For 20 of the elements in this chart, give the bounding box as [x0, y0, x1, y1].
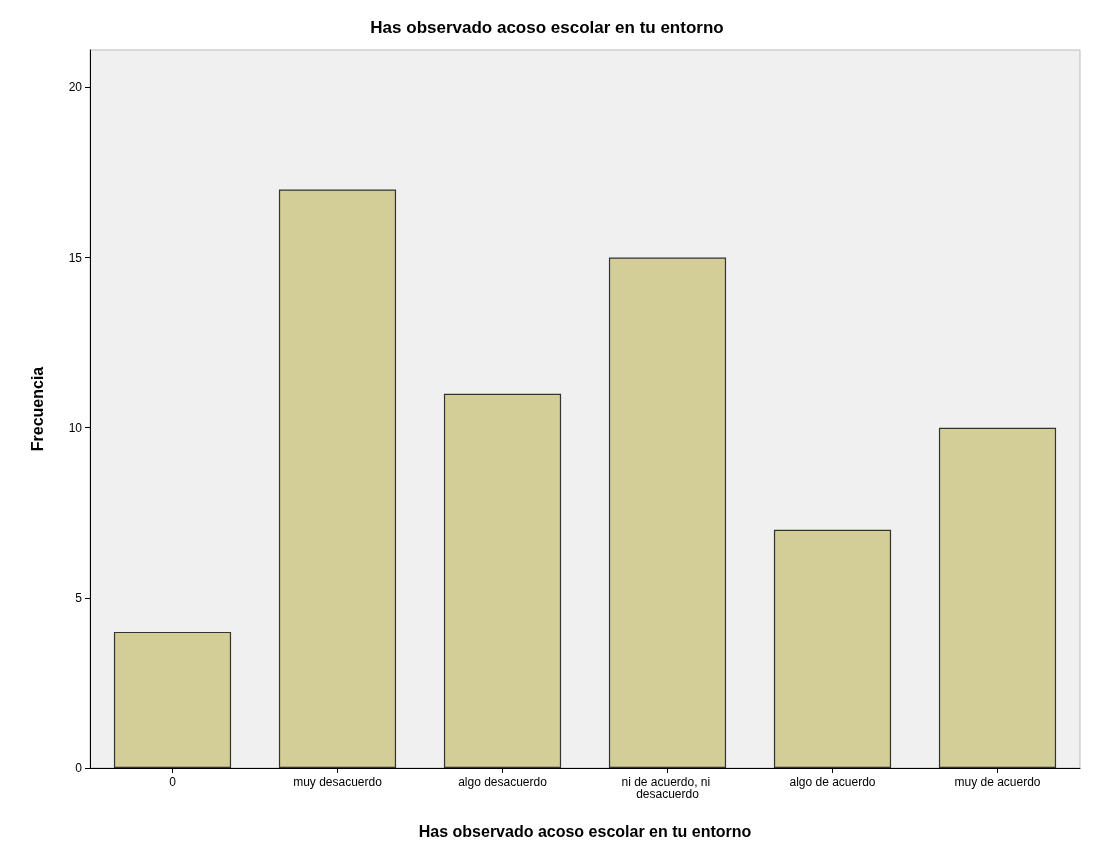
x-tick-label: ni de acuerdo, ni desacuerdo [621, 775, 714, 801]
x-tick-label: algo de acuerdo [789, 775, 876, 789]
y-tick-label: 0 [75, 761, 83, 775]
bar [278, 189, 397, 768]
bar [608, 257, 727, 768]
y-axis-title: Frecuencia [28, 366, 46, 452]
y-tick-label: 15 [68, 250, 83, 265]
chart-title: Has observado acoso escolar en tu entorno [370, 18, 724, 37]
x-axis-title: Has observado acoso escolar en tu entorno [418, 822, 752, 840]
x-tick-label: muy de acuerdo [954, 775, 1041, 789]
bar [113, 631, 232, 768]
x-tick-label: algo desacuerdo [458, 775, 548, 789]
y-tick-label: 5 [75, 590, 83, 605]
y-tick-label: 20 [68, 80, 83, 95]
x-tick-label: 0 [169, 775, 177, 789]
bar [773, 529, 892, 768]
y-tick-label: 10 [68, 420, 83, 435]
bar [938, 427, 1057, 768]
bar [443, 393, 562, 768]
x-tick-label: muy desacuerdo [293, 775, 383, 789]
